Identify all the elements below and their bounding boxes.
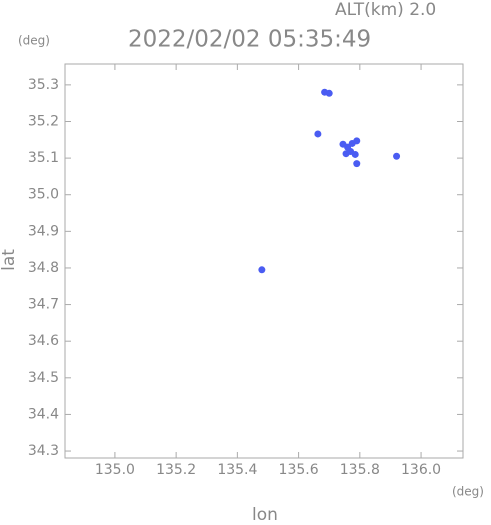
y-tick-label: 34.4 <box>28 406 59 422</box>
echo-point <box>353 137 361 145</box>
x-tick-label: 135.2 <box>156 462 196 478</box>
x-tick-label: 136.0 <box>401 462 441 478</box>
echo-point <box>342 150 350 158</box>
x-unit: (deg) <box>452 485 484 499</box>
echo-point <box>393 152 401 160</box>
x-tick-label: 135.6 <box>279 462 319 478</box>
y-tick-label: 35.0 <box>28 187 59 203</box>
x-tick-label: 135.0 <box>95 462 135 478</box>
y-tick-label: 34.5 <box>28 370 59 386</box>
y-tick-label: 34.7 <box>28 297 59 313</box>
x-tick-label: 135.4 <box>217 462 257 478</box>
echo-point <box>353 160 361 168</box>
y-unit: (deg) <box>18 34 50 48</box>
y-tick-label: 34.6 <box>28 333 59 349</box>
altitude-label: ALT(km) 2.0 <box>335 0 436 20</box>
plot-frame <box>64 63 464 459</box>
echo-point <box>351 150 359 158</box>
y-tick-label: 35.2 <box>28 113 59 129</box>
echo-point <box>258 266 266 274</box>
echo-point <box>325 89 333 97</box>
y-tick-label: 34.8 <box>28 260 59 276</box>
y-tick-label: 35.3 <box>28 77 59 93</box>
x-axis-label: lon <box>252 505 278 521</box>
y-tick-label: 35.1 <box>28 150 59 166</box>
y-tick-label: 34.3 <box>28 443 59 459</box>
chart-title: 2022/02/02 05:35:49 <box>128 27 371 53</box>
y-axis-label: lat <box>0 249 19 271</box>
y-tick-label: 34.9 <box>28 223 59 239</box>
echo-point <box>314 130 322 138</box>
x-tick-label: 135.8 <box>340 462 380 478</box>
